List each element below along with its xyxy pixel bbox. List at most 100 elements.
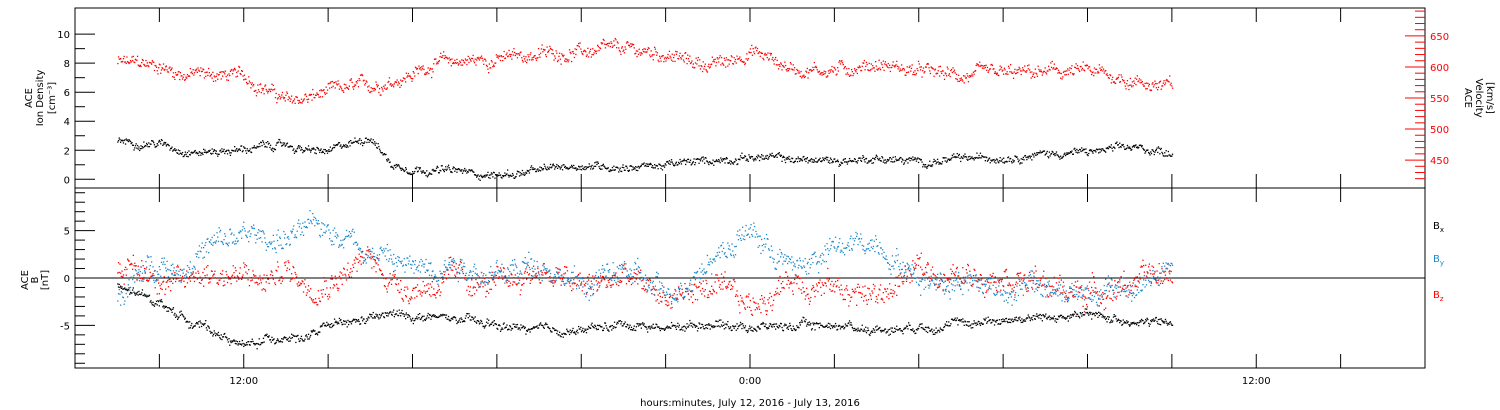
density-point	[917, 157, 919, 159]
by-point	[117, 293, 120, 295]
by-point	[376, 254, 379, 256]
by-point	[249, 235, 251, 238]
bz-point	[953, 273, 956, 276]
velocity-point	[470, 60, 472, 62]
bz-point	[173, 274, 175, 276]
velocity-point	[583, 49, 585, 51]
density-point	[714, 160, 716, 163]
density-point	[523, 172, 525, 174]
density-point	[941, 161, 944, 163]
velocity-point	[399, 86, 401, 88]
density-point	[388, 161, 391, 164]
velocity-point	[132, 60, 134, 62]
by-point	[136, 279, 139, 281]
bz-point	[291, 273, 293, 275]
bz-point	[674, 288, 676, 291]
density-point	[590, 168, 592, 170]
bz-point	[1136, 285, 1138, 287]
by-point	[204, 244, 206, 246]
velocity-point	[663, 58, 666, 60]
bz-point	[997, 279, 999, 281]
bz-point	[338, 287, 340, 290]
bz-point	[224, 284, 226, 286]
density-point	[835, 160, 837, 162]
bz-point	[665, 303, 667, 306]
density-point	[360, 139, 362, 142]
velocity-point	[1129, 84, 1131, 86]
velocity-point	[279, 95, 281, 98]
bz-point	[893, 293, 895, 295]
velocity-point	[806, 71, 808, 73]
density-point	[650, 163, 652, 165]
velocity-point	[346, 87, 348, 89]
bz-point	[1080, 286, 1082, 289]
bz-point	[1026, 277, 1029, 279]
density-point	[753, 160, 755, 162]
velocity-point	[1019, 68, 1021, 70]
by-point	[284, 233, 286, 235]
density-point	[810, 158, 812, 161]
bz-point	[877, 294, 880, 296]
velocity-point	[382, 90, 384, 92]
bz-point	[912, 260, 914, 262]
density-point	[668, 160, 671, 162]
density-point	[747, 160, 749, 162]
bz-point	[522, 278, 524, 280]
bz-point	[449, 266, 451, 269]
by-point	[287, 236, 289, 238]
velocity-point	[219, 71, 221, 73]
velocity-point	[521, 59, 524, 61]
bz-point	[1094, 291, 1096, 293]
bz-point	[690, 296, 692, 298]
velocity-point	[889, 70, 891, 73]
density-point	[262, 140, 264, 142]
density-point	[276, 142, 278, 144]
bz-point	[836, 285, 838, 287]
velocity-point	[289, 100, 291, 102]
density-point	[972, 157, 974, 160]
density-point	[325, 150, 327, 152]
by-point	[139, 280, 141, 282]
velocity-point	[481, 57, 483, 59]
density-point	[946, 161, 948, 163]
density-point	[1001, 158, 1003, 160]
velocity-point	[859, 66, 861, 68]
density-point	[994, 159, 996, 161]
density-point	[1044, 154, 1046, 156]
bz-point	[221, 273, 223, 275]
by-point	[234, 240, 236, 242]
density-point	[274, 148, 276, 151]
density-point	[768, 157, 770, 159]
velocity-point	[408, 75, 410, 77]
density-point	[873, 157, 875, 160]
velocity-point	[552, 53, 554, 55]
bz-point	[305, 294, 308, 296]
bz-point	[948, 281, 951, 283]
bz-point	[675, 290, 677, 292]
bz-point	[124, 266, 127, 268]
velocity-point	[217, 78, 219, 80]
density-point	[656, 164, 658, 167]
velocity-point	[1149, 89, 1151, 91]
density-point	[236, 150, 239, 153]
bz-point	[844, 289, 846, 291]
density-point	[336, 144, 338, 146]
velocity-point	[732, 63, 735, 65]
density-point	[395, 166, 397, 169]
density-point	[513, 177, 515, 179]
density-point	[508, 176, 510, 178]
density-point	[739, 155, 742, 157]
bz-point	[438, 285, 440, 287]
velocity-point	[359, 79, 361, 82]
by-point	[231, 232, 233, 234]
velocity-point	[686, 63, 688, 65]
bz-point	[189, 280, 191, 282]
density-point	[756, 157, 759, 159]
density-point	[510, 175, 512, 177]
density-point	[1137, 147, 1139, 149]
bz-point	[858, 286, 861, 288]
velocity-point	[276, 102, 278, 104]
bz-point	[1048, 285, 1050, 287]
density-point	[364, 141, 366, 143]
density-point	[943, 157, 945, 159]
